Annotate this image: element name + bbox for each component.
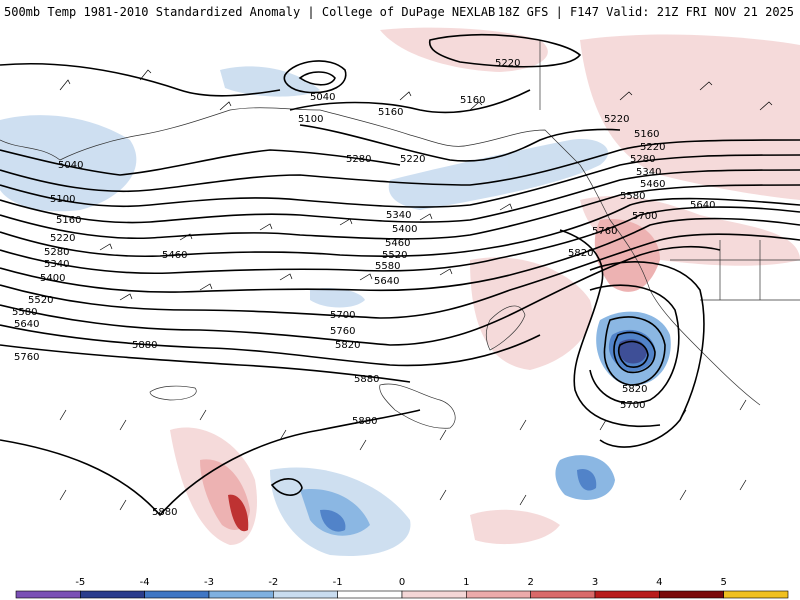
contour-label: 5220 xyxy=(640,142,665,153)
contour-label: 5160 xyxy=(460,95,485,106)
contour-label: 5520 xyxy=(28,295,53,306)
height-contours xyxy=(0,33,800,517)
contour-label: 5760 xyxy=(14,352,39,363)
cold-anomaly-region xyxy=(320,509,346,532)
colorbar-swatch xyxy=(530,590,596,599)
contour-label: 5460 xyxy=(385,238,410,249)
contour-label: 5700 xyxy=(632,211,657,222)
colorbar-swatch xyxy=(594,590,660,599)
contour-label: 5880 xyxy=(352,416,377,427)
contour-label: 5340 xyxy=(386,210,411,221)
contour-label: 5400 xyxy=(40,273,65,284)
contour-label: 5640 xyxy=(14,319,39,330)
cold-anomaly-region xyxy=(310,288,365,308)
contour-label: 5520 xyxy=(382,250,407,261)
colorbar-tick-label: 1 xyxy=(463,577,469,588)
colorbar-tick-label: -4 xyxy=(140,577,150,588)
colorbar-tick-label: -5 xyxy=(75,577,85,588)
colorbar-tick-label: 4 xyxy=(656,577,662,588)
warm-anomaly-region xyxy=(228,494,249,532)
contour-label: 5580 xyxy=(375,261,400,272)
cold-anomaly-region xyxy=(388,139,609,210)
contour-labels: 5040 5040 5100 5160 5220 5220 5160 5220 … xyxy=(12,58,715,518)
contour-label: 5700 xyxy=(620,400,645,411)
hawaii-coast xyxy=(379,383,456,429)
colorbar-swatch xyxy=(337,590,403,599)
weather-map: 5040 5040 5100 5160 5220 5220 5160 5220 … xyxy=(0,24,800,570)
contour-label: 5280 xyxy=(346,154,371,165)
contour-label: 5760 xyxy=(592,226,617,237)
colorbar-swatch xyxy=(80,590,145,599)
contour-label: 5160 xyxy=(56,215,81,226)
colorbar-tick-label: 2 xyxy=(527,577,533,588)
warm-anomaly-region xyxy=(470,509,560,545)
contour-label: 5040 xyxy=(310,92,335,103)
contour-label: 5100 xyxy=(50,194,75,205)
contour-label: 5820 xyxy=(335,340,360,351)
contour-label: 5640 xyxy=(690,200,715,211)
contour-label: 5280 xyxy=(44,247,69,258)
contour-label: 5340 xyxy=(44,259,69,270)
colorbar-swatch xyxy=(401,590,467,599)
map-title: 500mb Temp 1981-2010 Standardized Anomal… xyxy=(4,5,496,19)
contour-label: 5220 xyxy=(400,154,425,165)
warm-anomaly-region xyxy=(470,257,592,370)
model-run-info: 18Z GFS | F147 Valid: 21Z FRI NOV 21 202… xyxy=(497,5,794,19)
cold-anomaly-region xyxy=(618,339,647,364)
contour-label: 5220 xyxy=(50,233,75,244)
contour-label: 5160 xyxy=(378,107,403,118)
colorbar-tick-label: 3 xyxy=(592,577,598,588)
contour-label: 5760 xyxy=(330,326,355,337)
contour-label: 5880 xyxy=(354,374,379,385)
colorbar-swatches xyxy=(15,590,789,599)
colorbar-tick-label: 0 xyxy=(399,577,405,588)
colorbar-swatch xyxy=(723,590,789,599)
contour-label: 5040 xyxy=(58,160,83,171)
colorbar-swatch xyxy=(273,590,338,599)
contour-label: 5640 xyxy=(374,276,399,287)
colorbar-swatch xyxy=(659,590,724,599)
contour-label: 5700 xyxy=(330,310,355,321)
cold-anomaly-region xyxy=(0,115,137,212)
colorbar-swatch xyxy=(466,590,531,599)
warm-anomaly-region xyxy=(580,34,800,200)
contour-label: 5460 xyxy=(162,250,187,261)
contour-label: 5220 xyxy=(495,58,520,69)
cold-anomaly-region xyxy=(577,468,597,491)
contour-label: 5100 xyxy=(298,114,323,125)
contour-label: 5580 xyxy=(620,191,645,202)
colorbar-swatch xyxy=(15,590,81,599)
colorbar-tick-label: -3 xyxy=(204,577,214,588)
colorbar-tick-label: -2 xyxy=(268,577,278,588)
contour-label: 5160 xyxy=(634,129,659,140)
contour-label: 5580 xyxy=(12,307,37,318)
contour-label: 5880 xyxy=(132,340,157,351)
wind-barbs xyxy=(59,69,773,511)
colorbar-tick-label: 5 xyxy=(720,577,726,588)
contour-label: 5880 xyxy=(152,507,177,518)
contour-label: 5820 xyxy=(622,384,647,395)
colorbar-ticks: -5 -4 -3 -2 -1 0 1 2 3 4 5 xyxy=(75,577,727,588)
anomaly-colorbar: -5 -4 -3 -2 -1 0 1 2 3 4 5 xyxy=(0,570,800,600)
colorbar-tick-label: -1 xyxy=(333,577,343,588)
contour-label: 5220 xyxy=(604,114,629,125)
contour-label: 5460 xyxy=(640,179,665,190)
colorbar-swatch xyxy=(208,590,274,599)
colorbar-swatch xyxy=(144,590,210,599)
contour-label: 5340 xyxy=(636,167,661,178)
warm-anomaly-region xyxy=(380,27,548,73)
map-header: 500mb Temp 1981-2010 Standardized Anomal… xyxy=(0,0,800,24)
contour-label: 5820 xyxy=(568,248,593,259)
anomaly-shading xyxy=(0,27,800,556)
contour-label: 5400 xyxy=(392,224,417,235)
contour-label: 5280 xyxy=(630,154,655,165)
